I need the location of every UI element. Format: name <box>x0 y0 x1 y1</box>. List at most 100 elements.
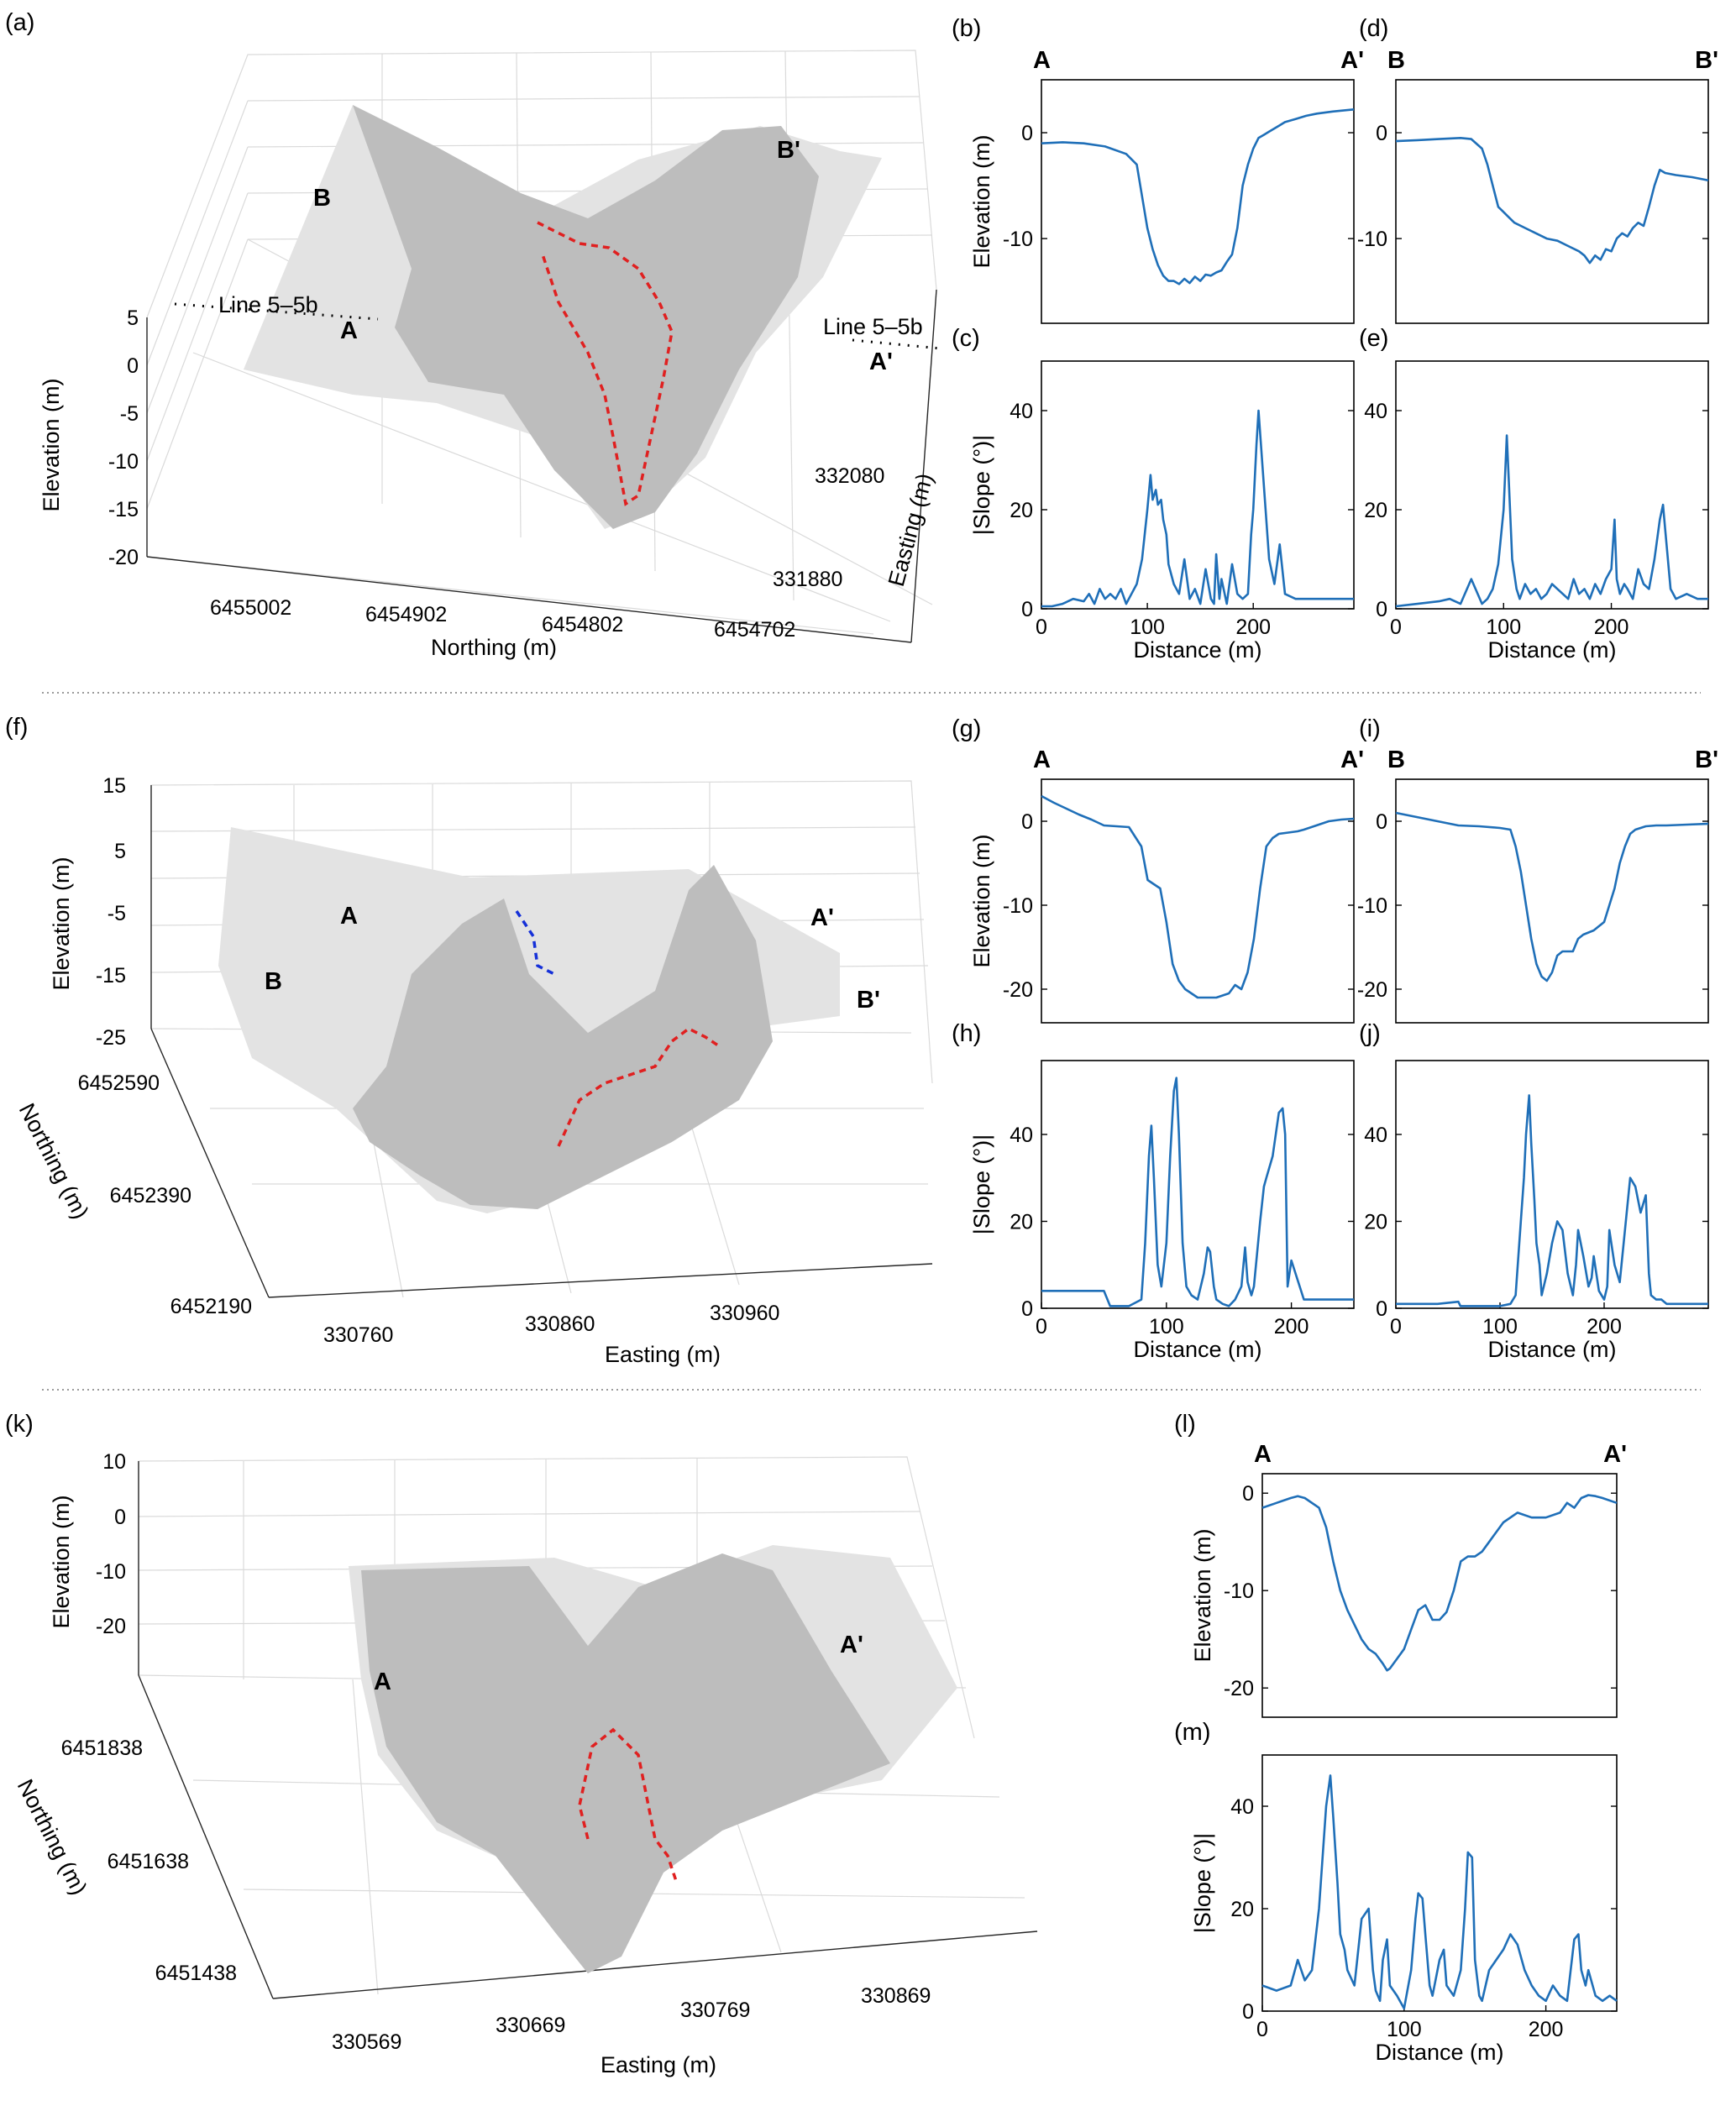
plot-m-frame <box>1261 1754 1618 2012</box>
panel-label-m: (m) <box>1174 1719 1210 1746</box>
plot-i-elevation: 0 -10 -20 B B' <box>1357 747 1718 1024</box>
y-tick-label: 20 <box>1230 1898 1254 1921</box>
panel-k-red-outline <box>578 1727 678 1882</box>
svg-text:6454802: 6454802 <box>542 613 623 637</box>
plot-c-xlabel: Distance (m) <box>1133 637 1261 663</box>
svg-text:6451838: 6451838 <box>61 1737 143 1760</box>
plot-e-series-line <box>1395 434 1708 608</box>
svg-text:-5: -5 <box>120 402 139 426</box>
marker-B-prime: B' <box>777 137 800 164</box>
plot-m-slope: 0 20 40 0 100 200 |Slope (°)| Distance (m) <box>1190 1754 1618 2065</box>
plot-g-ylabel: Elevation (m) <box>969 834 994 967</box>
plot-g-series-line <box>1041 794 1355 999</box>
y-tick-label: -10 <box>1357 894 1387 918</box>
x-tick-label: 200 <box>1235 616 1271 639</box>
plot-i-start-label: B <box>1387 747 1405 773</box>
plot-l-end-label: A' <box>1603 1441 1627 1468</box>
marker-A: A <box>374 1669 391 1695</box>
panel-f-red-outline <box>557 1026 719 1147</box>
svg-text:-20: -20 <box>96 1615 126 1638</box>
panel-a-xaxis <box>146 556 912 643</box>
y-tick-label: 0 <box>1242 2000 1254 2024</box>
x-tick-label: 100 <box>1130 616 1165 639</box>
svg-text:-10: -10 <box>108 450 139 474</box>
plot-c-ylabel: |Slope (°)| <box>969 435 994 535</box>
plot-m-xlabel: Distance (m) <box>1375 2040 1503 2065</box>
marker-A-prime: A' <box>869 348 893 375</box>
svg-text:0: 0 <box>114 1506 126 1529</box>
plot-l-elevation: 0 -10 -20 Elevation (m) A A' <box>1190 1441 1627 1718</box>
y-tick-label: 0 <box>1021 810 1033 834</box>
y-tick-label: -20 <box>1224 1677 1254 1700</box>
y-tick-label: 0 <box>1021 598 1033 621</box>
plot-d-frame <box>1395 79 1709 324</box>
panel-f-xlabel: Easting (m) <box>605 1342 721 1367</box>
x-tick-label: 200 <box>1594 616 1629 639</box>
plot-d-start-label: B <box>1387 47 1405 74</box>
panel-a-ylabel: Easting (m) <box>884 470 938 589</box>
plot-d-series-line <box>1395 137 1709 265</box>
svg-text:10: 10 <box>102 1450 126 1474</box>
panel-k-xticks: 330569 330669 330769 330869 <box>332 1984 931 2054</box>
plot-c-slope: 0 20 40 0 100 200 |Slope (°)| Distance (m) <box>969 360 1355 663</box>
panel-k-xlabel: Easting (m) <box>601 2052 716 2077</box>
plot-c-series-line <box>1041 409 1354 608</box>
svg-text:-15: -15 <box>96 964 126 988</box>
panel-a-zlabel: Elevation (m) <box>39 378 64 511</box>
plot-m-ylabel: |Slope (°)| <box>1190 1833 1215 1933</box>
svg-text:-15: -15 <box>108 498 139 521</box>
svg-text:330760: 330760 <box>323 1323 393 1347</box>
plot-g-elevation: 0 -10 -20 Elevation (m) A A' <box>969 747 1364 1024</box>
svg-text:330669: 330669 <box>496 2014 565 2037</box>
svg-text:5: 5 <box>114 840 126 863</box>
panel-label-k: (k) <box>5 1411 34 1438</box>
panel-a-terrain <box>353 105 819 529</box>
x-tick-label: 100 <box>1149 1315 1184 1339</box>
panel-a-zticks: 5 0 -5 -10 -15 -20 <box>108 306 139 569</box>
svg-text:-20: -20 <box>108 546 139 569</box>
x-tick-label: 0 <box>1256 2018 1268 2041</box>
plot-b-start-label: A <box>1033 47 1051 74</box>
svg-text:6452190: 6452190 <box>170 1295 252 1318</box>
plot-l-ylabel: Elevation (m) <box>1190 1528 1215 1662</box>
panel-f-terrain <box>353 865 773 1209</box>
svg-text:6451638: 6451638 <box>108 1850 189 1873</box>
svg-text:330769: 330769 <box>680 1999 750 2022</box>
panel-f-3d-view: (f) A B A' B' 15 <box>5 714 933 1367</box>
plot-l-series-line <box>1261 1494 1618 1672</box>
x-tick-label: 200 <box>1587 1315 1622 1339</box>
y-tick-label: 0 <box>1376 122 1387 145</box>
plot-m-series-line <box>1261 1774 1618 2010</box>
plot-e-frame <box>1395 360 1709 610</box>
panel-a-red-outline <box>537 221 674 506</box>
x-tick-label: 200 <box>1529 2018 1564 2041</box>
y-tick-label: 20 <box>1364 1210 1387 1234</box>
plot-d-elevation: 0 -10 B B' <box>1357 47 1718 324</box>
y-tick-label: 0 <box>1021 122 1033 145</box>
marker-A: A <box>340 903 358 930</box>
svg-text:6452390: 6452390 <box>110 1184 191 1208</box>
panel-f-zticks: 15 5 -5 -15 -25 <box>96 774 126 1050</box>
y-tick-label: 0 <box>1021 1297 1033 1321</box>
y-tick-label: 0 <box>1376 1297 1387 1321</box>
panel-label-j: (j) <box>1359 1020 1381 1047</box>
panel-k-3d-view: (k) A A' 10 0 -10 -20 <box>5 1411 1038 2077</box>
x-tick-label: 100 <box>1482 1315 1518 1339</box>
panel-f-xticks: 330760 330860 330960 <box>323 1302 779 1347</box>
marker-A: A <box>340 317 358 344</box>
y-tick-label: 40 <box>1364 1124 1387 1147</box>
y-tick-label: -10 <box>1224 1580 1254 1603</box>
svg-text:330860: 330860 <box>525 1312 595 1336</box>
plot-d-end-label: B' <box>1695 47 1718 74</box>
panel-k-ylabel: Northing (m) <box>13 1775 92 1899</box>
svg-text:6451438: 6451438 <box>155 1962 237 1985</box>
y-tick-label: 40 <box>1364 400 1387 423</box>
panel-f-ylabel: Northing (m) <box>14 1099 94 1223</box>
panel-label-l: (l) <box>1174 1411 1196 1438</box>
x-tick-label: 100 <box>1387 2018 1422 2041</box>
plot-b-ylabel: Elevation (m) <box>969 134 994 268</box>
panel-label-f: (f) <box>5 714 28 741</box>
